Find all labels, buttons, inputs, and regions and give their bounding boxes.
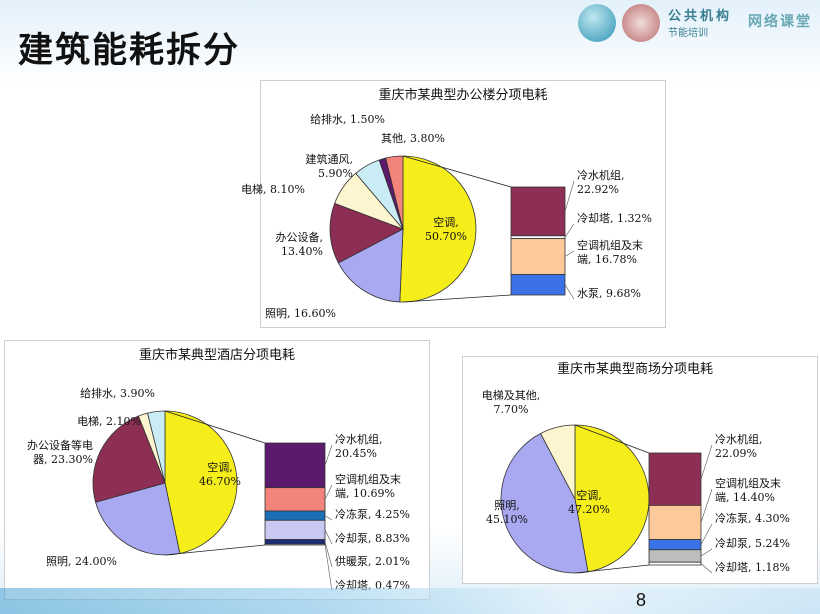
connector-line xyxy=(402,294,512,303)
logo: 公共机构 节能培训 网络课堂 xyxy=(578,2,818,46)
breakdown-label: 冷却泵, 5.24% xyxy=(715,537,790,550)
breakdown-segment xyxy=(264,442,326,489)
breakdown-segment xyxy=(510,273,566,296)
breakdown-label: 冷却塔, 1.18% xyxy=(715,561,790,574)
slice-label: 照明, 16.60% xyxy=(265,307,336,320)
seal-logo-icon xyxy=(622,4,660,42)
breakdown-segment xyxy=(648,561,702,566)
leader-line xyxy=(700,563,713,574)
breakdown-segment xyxy=(510,186,566,237)
pie-slice xyxy=(385,155,404,230)
breakdown-label: 空调机组及末端, 16.78% xyxy=(577,238,643,266)
breakdown-segment xyxy=(264,543,326,546)
breakdown-label: 冷冻泵, 4.30% xyxy=(715,511,790,525)
leader-line xyxy=(700,548,713,557)
logo-text-bottom: 节能培训 xyxy=(668,28,708,39)
breakdown-label: 冷却泵, 8.83% xyxy=(335,532,410,545)
pie-slice xyxy=(337,228,404,303)
leader-line xyxy=(564,180,575,212)
slice-label: 电梯, 8.10% xyxy=(241,183,305,196)
leader-line xyxy=(324,544,333,592)
breakdown-label: 水泵, 9.68% xyxy=(577,287,641,300)
leader-line xyxy=(324,529,333,545)
slice-label: 空调, 47.20% xyxy=(568,488,610,516)
leader-line xyxy=(324,444,333,466)
pie-slice xyxy=(540,424,576,500)
breakdown-label: 冷水机组, 22.09% xyxy=(715,432,763,460)
breakdown-segment xyxy=(648,549,702,563)
pie-slice xyxy=(500,432,589,574)
breakdown-segment xyxy=(510,235,566,240)
footer-wave xyxy=(0,588,820,614)
leader-line xyxy=(564,284,575,300)
breakdown-label: 供暖泵, 2.01% xyxy=(335,554,410,568)
leader-line xyxy=(324,515,333,521)
breakdown-segment xyxy=(264,519,326,540)
page-number: 8 xyxy=(636,590,647,610)
slice-label: 办公设备等电器, 23.30% xyxy=(27,438,93,466)
slice-label: 空调, 46.70% xyxy=(199,460,241,488)
breakdown-segment xyxy=(264,510,326,521)
connector-line xyxy=(164,544,266,556)
breakdown-segment xyxy=(510,238,566,275)
connector-line xyxy=(574,564,650,574)
pie-slice xyxy=(329,202,404,264)
breakdown-label: 空调机组及末端, 14.40% xyxy=(715,476,781,504)
logo-text-right: 网络课堂 xyxy=(748,14,812,30)
breakdown-segment xyxy=(264,487,326,512)
slice-label: 其他, 3.80% xyxy=(381,132,445,145)
pie-slice xyxy=(147,410,166,484)
chart-title: 重庆市某典型商场分项电耗 xyxy=(557,361,713,377)
connector-line xyxy=(164,410,266,444)
leader-line xyxy=(324,541,333,568)
logo-text-top: 公共机构 xyxy=(668,9,733,24)
breakdown-label: 冷却塔, 1.32% xyxy=(577,212,652,225)
hotel-chart-panel: 重庆市某典型酒店分项电耗空调, 46.70% 照明, 24.00% 办公设备等电器, … xyxy=(4,340,430,600)
breakdown-label: 空调机组及末端, 10.69% xyxy=(335,472,401,500)
breakdown-segment xyxy=(648,505,702,540)
slice-label: 给排水, 1.50% xyxy=(310,112,385,126)
leader-line xyxy=(700,523,713,545)
chart-title: 重庆市某典型酒店分项电耗 xyxy=(139,347,295,363)
connector-line xyxy=(574,424,650,454)
leader-line xyxy=(324,484,333,500)
leader-line xyxy=(564,250,575,257)
breakdown-label: 冷水机组, 20.45% xyxy=(335,432,383,460)
breakdown-label: 冷冻泵, 4.25% xyxy=(335,507,410,521)
leader-line xyxy=(700,444,713,480)
slice-label: 办公设备, 13.40% xyxy=(276,230,324,258)
slice-label: 照明, 24.00% xyxy=(46,555,117,568)
leader-line xyxy=(564,223,575,238)
chart-title: 重庆市某典型办公楼分项电耗 xyxy=(378,87,547,103)
globe-logo-icon xyxy=(578,4,616,42)
slice-label: 电梯, 2.10% xyxy=(77,415,141,428)
leader-line xyxy=(700,488,713,523)
pie-slice xyxy=(399,155,477,303)
slice-label: 照明, 45.10% xyxy=(486,499,528,526)
slice-label: 空调, 50.70% xyxy=(425,215,467,243)
connector-line xyxy=(402,155,512,188)
breakdown-label: 冷水机组, 22.92% xyxy=(577,168,625,196)
breakdown-segment xyxy=(648,539,702,551)
breakdown-segment xyxy=(648,452,702,506)
office-chart-panel: 重庆市某典型办公楼分项电耗空调, 50.70% 照明, 16.60% 办公设备, 13.… xyxy=(241,80,666,328)
slice-label: 电梯及其他, 7.70% xyxy=(482,389,541,416)
slice-label: 建筑通风, 5.90% xyxy=(306,152,354,180)
slice-label: 给排水, 3.90% xyxy=(80,386,155,400)
pie-slice xyxy=(164,410,238,554)
mall-chart-panel: 重庆市某典型商场分项电耗空调, 47.20% 照明, 45.10% 电梯及其他, 7.70… xyxy=(462,356,818,584)
breakdown-segment xyxy=(264,539,326,545)
slide-title: 建筑能耗拆分 xyxy=(18,31,241,71)
